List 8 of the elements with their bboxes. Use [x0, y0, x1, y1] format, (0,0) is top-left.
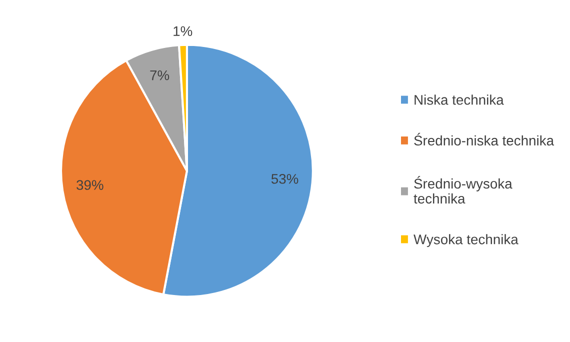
data-label: 53% [271, 174, 298, 184]
legend-label: Niska technika [414, 94, 504, 105]
data-label: 39% [76, 180, 104, 190]
legend-label: Wysoka technika [414, 234, 518, 248]
data-label: 7% [150, 70, 170, 80]
data-label: 1% [174, 26, 192, 36]
legend-label: Średnio-wysoka technika [414, 176, 512, 204]
legend-label: Średnio-niska technika [414, 132, 554, 146]
